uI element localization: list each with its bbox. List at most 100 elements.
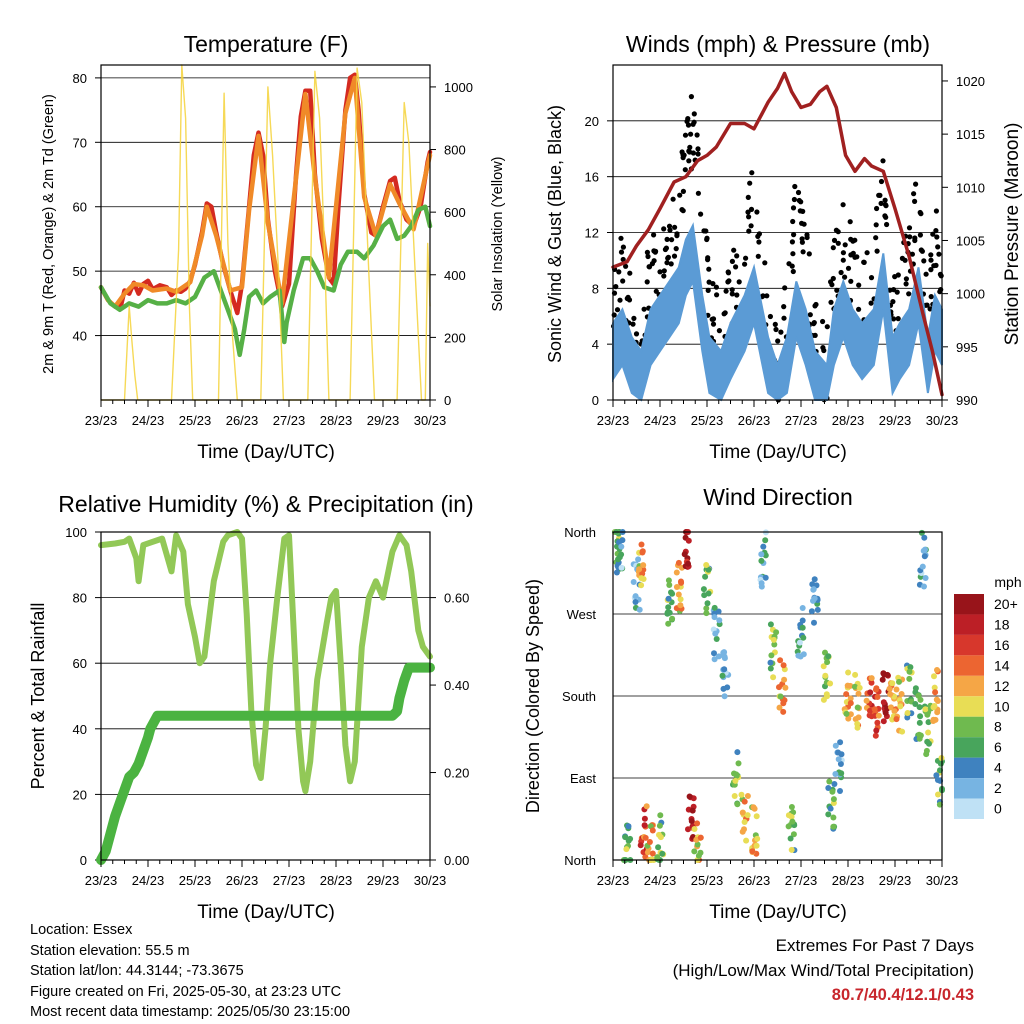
gust-point [917,209,923,216]
y-tick-label: 8 [592,281,599,296]
gust-point [690,150,697,156]
extremes-subheading: (High/Low/Max Wind/Total Precipitation) [672,961,974,980]
direction-point [799,624,806,631]
x-tick-label: 24/23 [132,413,165,428]
gust-point [790,218,796,225]
x-tick-label: 25/23 [691,413,724,428]
gust-point [927,306,933,312]
gust-point [721,311,727,317]
direction-point [852,671,859,678]
gust-point [813,301,819,308]
direction-point [703,605,710,612]
direction-point [867,707,873,714]
direction-point [637,842,644,849]
direction-point [638,575,645,582]
direction-point [655,844,662,851]
direction-point [677,602,684,609]
gust-point [880,158,886,164]
direction-point [782,684,789,691]
direction-point [884,671,891,678]
gust-point [748,206,755,212]
gust-point [840,202,846,208]
direction-point [625,823,632,830]
direction-point [713,636,720,642]
direction-point [882,709,889,716]
gust-point [790,268,796,275]
gust-point [928,257,934,263]
latlon-text: Station lat/lon: 44.3144; -73.3675 [30,963,244,979]
direction-point [665,604,672,611]
direction-point [758,580,765,587]
gust-point [781,304,787,310]
gust-point [668,261,674,267]
gust-point [613,284,619,290]
x-tick-label: 27/23 [273,413,306,428]
colorbar-swatch [954,737,984,758]
direction-point [935,791,941,798]
gust-point [812,332,818,338]
gust-point [891,287,897,293]
humidity-series-line [96,662,435,865]
direction-point [686,793,693,800]
direction-point [822,672,829,679]
direction-point [830,814,837,821]
direction-point [719,672,726,679]
direction-point [932,689,939,696]
x-tick-label: 30/23 [926,873,959,888]
direction-point [711,614,718,621]
temperature-series-line [98,75,433,309]
winds-xlabel: Time (Day/UTC) [709,442,847,463]
direction-point [691,826,698,832]
direction-point [799,605,806,611]
direction-point [739,828,746,835]
direction-point [677,596,684,603]
direction-point [659,850,666,857]
gust-point [906,291,912,297]
y-tick-label-right: 0.00 [444,853,469,868]
gust-point [748,223,754,229]
humidity-plot-frame [100,531,431,861]
gust-point [930,231,936,237]
direction-point [867,689,874,696]
y-tick-label: 70 [73,135,87,150]
direction-point [721,666,728,673]
gust-point [623,263,629,269]
direction-point [847,711,854,718]
colorbar-swatch [954,614,984,635]
direction-point [820,696,827,703]
gust-point [840,257,846,263]
gust-point [882,197,888,203]
y-tick-label: 12 [585,226,599,241]
direction-point [788,804,795,810]
gust-point [665,255,671,261]
gust-point [644,279,650,285]
direction-point [843,710,850,717]
direction-point [921,583,927,590]
x-tick-label: 28/23 [832,873,865,888]
gust-point [852,254,858,260]
direction-point [618,564,625,571]
gust-point [917,232,924,238]
winds-ylabel: Sonic Wind & Gust (Blue, Black) [545,105,565,363]
gust-point [616,269,622,275]
direction-point [934,709,941,716]
gust-point [698,211,704,217]
created-text: Figure created on Fri, 2025-05-30, at 23… [30,983,342,1000]
direction-point [694,841,701,848]
direction-point [669,615,676,622]
direction-point [925,719,932,726]
direction-point [800,634,807,641]
direction-point [703,562,710,568]
x-tick-label: 25/23 [691,873,724,888]
gust-point [906,225,913,231]
gust-point [756,239,762,245]
gust-point [620,244,627,250]
direction-point [685,537,692,544]
x-tick-label: 29/23 [879,873,912,888]
direction-point [721,693,728,700]
direction-point [837,761,844,767]
direction-point [787,835,794,842]
gust-point [745,194,751,200]
gust-point [790,251,796,257]
gust-point [729,287,735,293]
